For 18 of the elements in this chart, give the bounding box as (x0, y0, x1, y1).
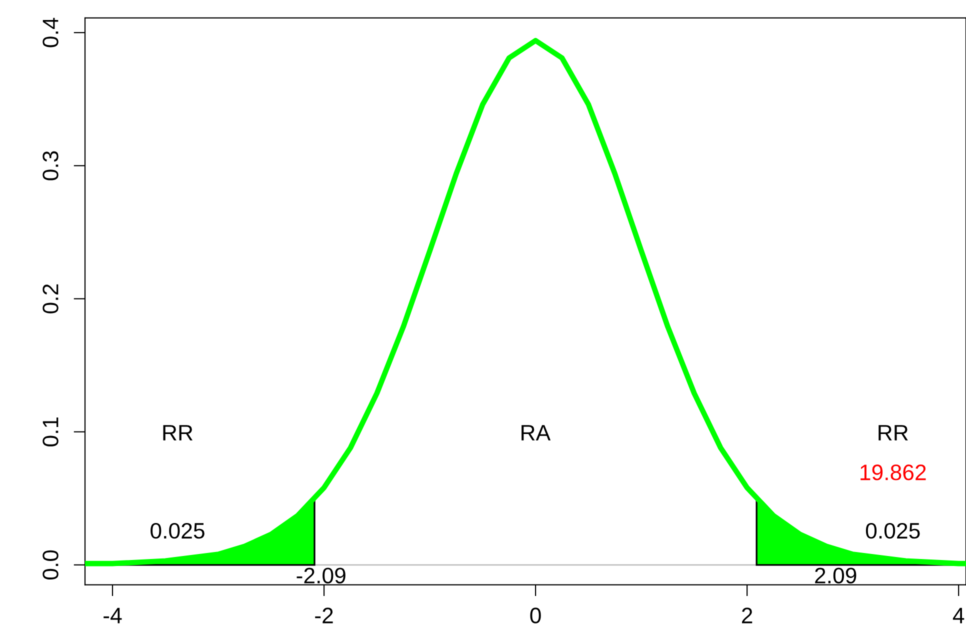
x-tick-label: 4 (952, 608, 964, 624)
x-tick-label: 2 (742, 608, 752, 624)
y-tick-label: 0.4 (42, 18, 58, 48)
annotation: 2.09 (815, 568, 856, 584)
annotation: RR (163, 425, 193, 440)
annotation: -2.09 (296, 568, 346, 584)
y-tick-label: 0.2 (42, 284, 58, 314)
annotation: 0.025 (150, 522, 204, 539)
y-tick-label: 0.0 (42, 550, 58, 580)
annotation: RA (522, 425, 551, 440)
y-tick-label: 0.1 (42, 417, 58, 446)
annotation: 0.025 (866, 522, 920, 539)
annotation: 19.862 (860, 464, 926, 480)
y-tick-label: 0.3 (42, 151, 58, 180)
annotation: RR (878, 425, 908, 440)
x-tick-label: -4 (104, 608, 122, 624)
x-tick-label: -2 (315, 608, 333, 624)
x-tick-label: 0 (530, 608, 541, 624)
